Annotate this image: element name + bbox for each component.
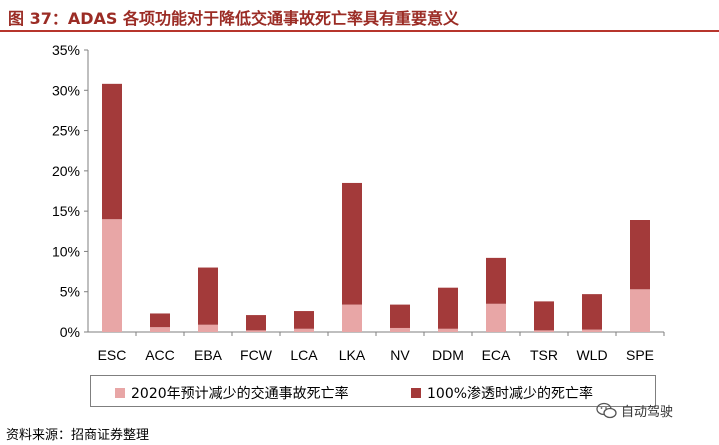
x-tick-label-fcw: FCW: [240, 347, 273, 363]
x-tick-label-wld: WLD: [576, 347, 607, 363]
watermark-label: 自动驾驶: [621, 405, 674, 420]
y-tick-label: 25%: [52, 123, 80, 139]
x-tick-label-eba: EBA: [194, 347, 223, 363]
chart-labels: 0% 5% 10% 15% 20% 25% 30% 35% ESC ACC EBA FCW LCA LKA…: [52, 42, 654, 363]
bar-series2-fcw: [246, 315, 266, 331]
bar-series2-tsr: [534, 301, 554, 331]
bar-series1-esc: [102, 219, 122, 332]
x-tick-label-lca: LCA: [290, 347, 318, 363]
legend-swatch-series2: [411, 388, 421, 398]
bar-series2-ddm: [438, 287, 458, 329]
bar-series2-eca: [486, 257, 506, 304]
x-tick-label-tsr: TSR: [530, 347, 558, 363]
bar-series1-eca: [486, 303, 506, 332]
y-tick-label: 0%: [60, 324, 80, 340]
bar-series2-nv: [390, 304, 410, 328]
y-tick-label: 10%: [52, 243, 80, 259]
bar-series2-esc: [102, 83, 122, 220]
x-tick-label-spe: SPE: [626, 347, 654, 363]
bar-series2-lca: [294, 311, 314, 329]
bar-series1-tsr: [534, 330, 554, 332]
bar-series1-eba: [198, 324, 218, 332]
bar-series2-spe: [630, 220, 650, 290]
y-tick-label: 35%: [52, 42, 80, 58]
x-tick-label-ddm: DDM: [432, 347, 464, 363]
chart-bars: [102, 83, 650, 332]
bar-series2-acc: [150, 313, 170, 328]
bar-series1-nv: [390, 327, 410, 332]
bar-series1-spe: [630, 289, 650, 332]
x-tick-label-nv: NV: [390, 347, 410, 363]
figure-title: 图 37：ADAS 各项功能对于降低交通事故死亡率具有重要意义: [8, 9, 459, 28]
y-tick-label: 20%: [52, 163, 80, 179]
bar-series1-ddm: [438, 328, 458, 332]
legend-label-series2: 100%渗透时减少的死亡率: [427, 386, 594, 402]
legend-swatch-series1: [115, 388, 125, 398]
legend: 2020年预计减少的交通事故死亡率 100%渗透时减少的死亡率: [90, 375, 656, 407]
bar-series1-fcw: [246, 330, 266, 332]
legend-label-series1: 2020年预计减少的交通事故死亡率: [131, 386, 349, 402]
watermark: 自动驾驶: [596, 401, 673, 420]
y-tick-label: 5%: [60, 284, 80, 300]
bar-series1-wld: [582, 329, 602, 332]
wechat-icon: [596, 402, 617, 418]
y-tick-label: 30%: [52, 82, 80, 98]
source-note: 资料来源：招商证券整理: [6, 428, 150, 443]
bar-series2-lka: [342, 182, 362, 305]
y-tick-label: 15%: [52, 203, 80, 219]
title-bar: 图 37：ADAS 各项功能对于降低交通事故死亡率具有重要意义: [0, 0, 719, 32]
x-tick-label-eca: ECA: [482, 347, 511, 363]
bar-series2-wld: [582, 294, 602, 330]
title-rule: [0, 30, 719, 32]
x-tick-label-acc: ACC: [145, 347, 175, 363]
bar-series2-eba: [198, 267, 218, 325]
legend-item-series1: 2020年预计减少的交通事故死亡率: [115, 383, 349, 403]
x-tick-label-esc: ESC: [98, 347, 127, 363]
bar-series1-acc: [150, 327, 170, 332]
legend-item-series2: 100%渗透时减少的死亡率: [411, 383, 593, 403]
x-tick-label-lka: LKA: [339, 347, 366, 363]
bar-series1-lca: [294, 328, 314, 332]
bar-series1-lka: [342, 304, 362, 332]
chart-axes: [84, 49, 665, 336]
